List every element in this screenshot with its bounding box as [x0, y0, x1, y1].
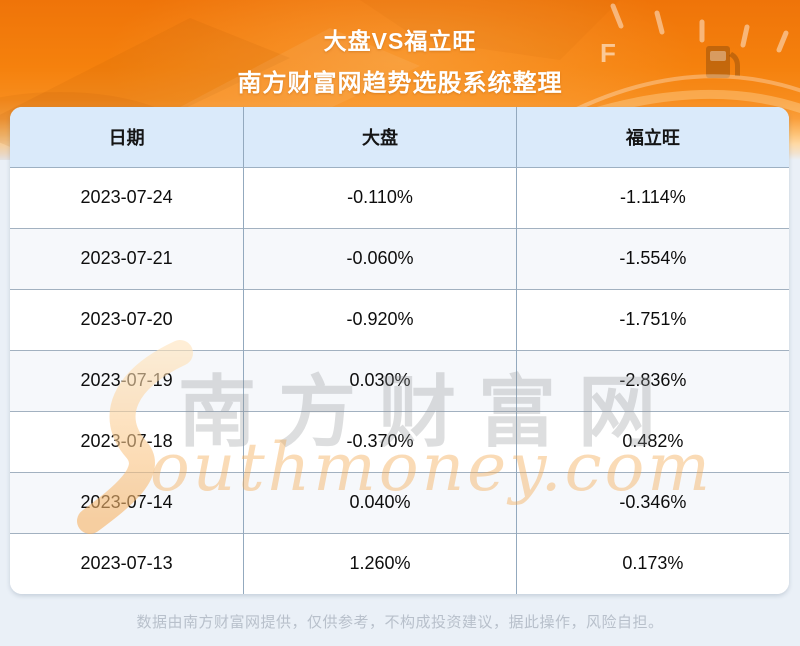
cell-date: 2023-07-20 — [10, 288, 244, 350]
table-row: 2023-07-18 -0.370% 0.482% — [10, 410, 789, 472]
comparison-table-card: 日期 大盘 福立旺 2023-07-24 -0.110% -1.114% 2023-0… — [10, 107, 789, 594]
column-header-stock: 福立旺 — [515, 107, 789, 168]
column-header-market: 大盘 — [243, 107, 517, 168]
cell-date: 2023-07-24 — [10, 167, 244, 228]
svg-text:F: F — [600, 38, 616, 68]
cell-date: 2023-07-13 — [10, 532, 244, 594]
hero-text: 大盘VS福立旺 南方财富网趋势选股系统整理 — [0, 0, 800, 98]
cell-stock: 0.482% — [515, 410, 789, 472]
cell-market: 1.260% — [243, 532, 517, 594]
cell-stock: -1.114% — [515, 167, 789, 228]
column-header-date: 日期 — [10, 107, 244, 168]
table-row: 2023-07-14 0.040% -0.346% — [10, 471, 789, 533]
cell-market: -0.920% — [243, 288, 517, 350]
cell-stock: -0.346% — [515, 471, 789, 533]
cell-date: 2023-07-21 — [10, 227, 244, 289]
cell-stock: 0.173% — [515, 532, 789, 594]
cell-stock: -1.751% — [515, 288, 789, 350]
cell-market: -0.060% — [243, 227, 517, 289]
table-row: 2023-07-20 -0.920% -1.751% — [10, 288, 789, 350]
cell-date: 2023-07-18 — [10, 410, 244, 472]
cell-market: 0.030% — [243, 349, 517, 411]
table-header-row: 日期 大盘 福立旺 — [10, 107, 789, 168]
cell-date: 2023-07-19 — [10, 349, 244, 411]
disclaimer-text: 数据由南方财富网提供，仅供参考，不构成投资建议，据此操作，风险自担。 — [136, 614, 664, 631]
table-row: 2023-07-13 1.260% 0.173% — [10, 532, 789, 594]
page-subtitle: 南方财富网趋势选股系统整理 — [237, 70, 563, 97]
table-row: 2023-07-21 -0.060% -1.554% — [10, 227, 789, 289]
table-row: 2023-07-19 0.030% -2.836% — [10, 349, 789, 411]
table-body: 2023-07-24 -0.110% -1.114% 2023-07-21 -0.060… — [10, 167, 789, 594]
table-row: 2023-07-24 -0.110% -1.114% — [10, 167, 789, 228]
comparison-table: 日期 大盘 福立旺 2023-07-24 -0.110% -1.114% 2023-0… — [10, 107, 789, 594]
cell-market: -0.110% — [243, 167, 517, 228]
cell-date: 2023-07-14 — [10, 471, 244, 533]
page-title: 大盘VS福立旺 — [323, 28, 477, 54]
cell-stock: -2.836% — [515, 349, 789, 411]
cell-market: -0.370% — [243, 410, 517, 472]
cell-stock: -1.554% — [515, 227, 789, 289]
cell-market: 0.040% — [243, 471, 517, 533]
